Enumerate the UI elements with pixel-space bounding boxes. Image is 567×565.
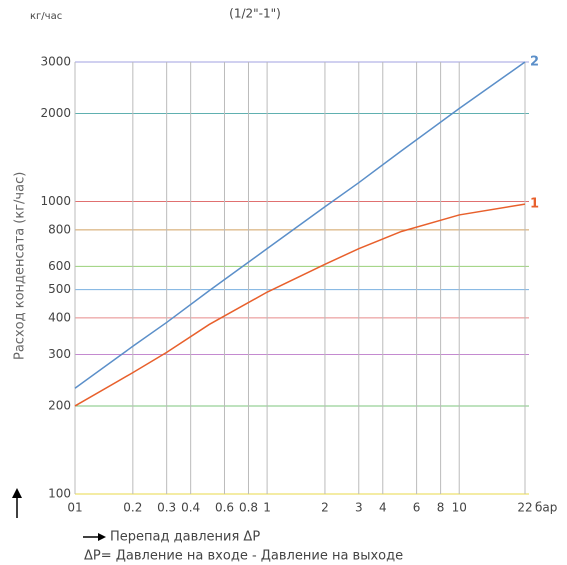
y-tick-label: 800 (48, 222, 71, 236)
x-tick-label: 01 (67, 501, 82, 515)
y-axis-label: Расход конденсата (кг/час) (13, 172, 28, 360)
x-tick-label: 8 (437, 501, 445, 515)
x-tick-label: 6 (413, 501, 421, 515)
x-tick-label: 0.4 (181, 501, 200, 515)
x-tick-label: 0.2 (123, 501, 142, 515)
x-unit: бар (535, 501, 557, 515)
x-tick-label: 2 (321, 501, 329, 515)
y-tick-label: 200 (48, 398, 71, 412)
series-line (74, 203, 526, 407)
y-tick-label: 400 (48, 310, 71, 324)
x-tick-label: 1 (263, 501, 271, 515)
x-tick-label: 0.6 (215, 501, 234, 515)
y-arrow-head (12, 488, 22, 498)
annotation: ΔP= Давление на входе - Давление на выхо… (84, 549, 403, 564)
x-tick-label: 0.3 (157, 501, 176, 515)
series-label: 1 (530, 197, 539, 212)
y-tick-label: 3000 (40, 55, 71, 69)
series-label: 2 (530, 55, 539, 70)
x-tick-label: 22 (517, 501, 532, 515)
x-tick-label: 4 (379, 501, 387, 515)
y-tick-label: 300 (48, 347, 71, 361)
y-tick-label: 1000 (40, 194, 71, 208)
y-tick-label: 100 (48, 487, 71, 501)
x-tick-label: 0.8 (239, 501, 258, 515)
x-tick-label: 10 (452, 501, 467, 515)
y-tick-label: 500 (48, 282, 71, 296)
x-tick-label: 3 (355, 501, 363, 515)
x-axis-label: Перепад давления ΔP (110, 530, 260, 545)
chart-title: (1/2"-1") (229, 7, 281, 21)
y-unit: кг/час (30, 11, 62, 22)
x-arrow-head (98, 533, 106, 541)
series-line (74, 61, 526, 389)
y-tick-label: 600 (48, 259, 71, 273)
y-tick-label: 2000 (40, 106, 71, 120)
